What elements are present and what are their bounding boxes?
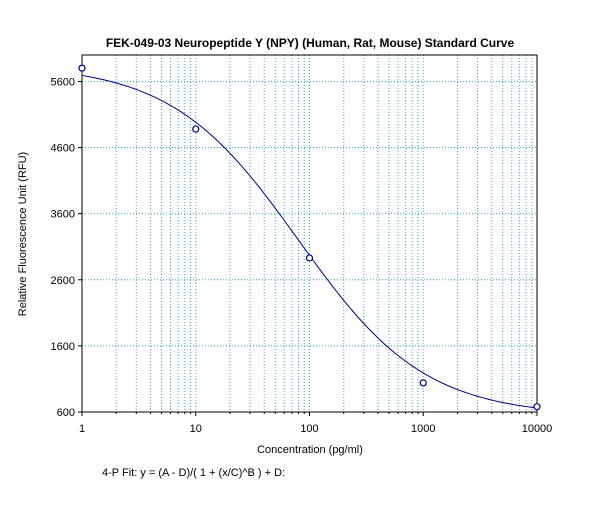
y-axis-ticks: 600 1600 2600 3600 4600 5600: [51, 76, 82, 419]
x-tick-label: 10000: [522, 423, 553, 435]
chart-title: FEK-049-03 Neuropeptide Y (NPY) (Human, …: [106, 36, 515, 50]
gridlines: [81, 55, 538, 413]
data-point: [192, 125, 200, 133]
data-point: [305, 254, 314, 262]
data-points: [78, 64, 541, 411]
y-tick-label: 1600: [51, 341, 75, 353]
fit-equation: 4-P Fit: y = (A - D)/( 1 + (x/C)^B ) + D…: [102, 467, 285, 479]
y-tick-label: 4600: [51, 143, 75, 155]
y-tick-label: 5600: [51, 76, 75, 88]
y-tick-label: 600: [57, 407, 75, 419]
x-tick-label: 100: [300, 423, 318, 435]
y-tick-label: 3600: [51, 209, 75, 221]
x-tick-label: 1: [79, 423, 85, 435]
y-axis-label: Relative Fluorescence Unit (RFU): [17, 152, 29, 316]
data-point: [533, 403, 541, 411]
data-point: [78, 64, 86, 72]
x-tick-label: 1000: [411, 423, 435, 435]
y-tick-label: 2600: [51, 275, 75, 287]
x-axis-ticks: 1 10 100 1000 10000: [79, 412, 552, 435]
x-tick-label: 10: [190, 423, 202, 435]
x-axis-label: Concentration (pg/ml): [257, 444, 363, 456]
data-point: [419, 379, 427, 387]
